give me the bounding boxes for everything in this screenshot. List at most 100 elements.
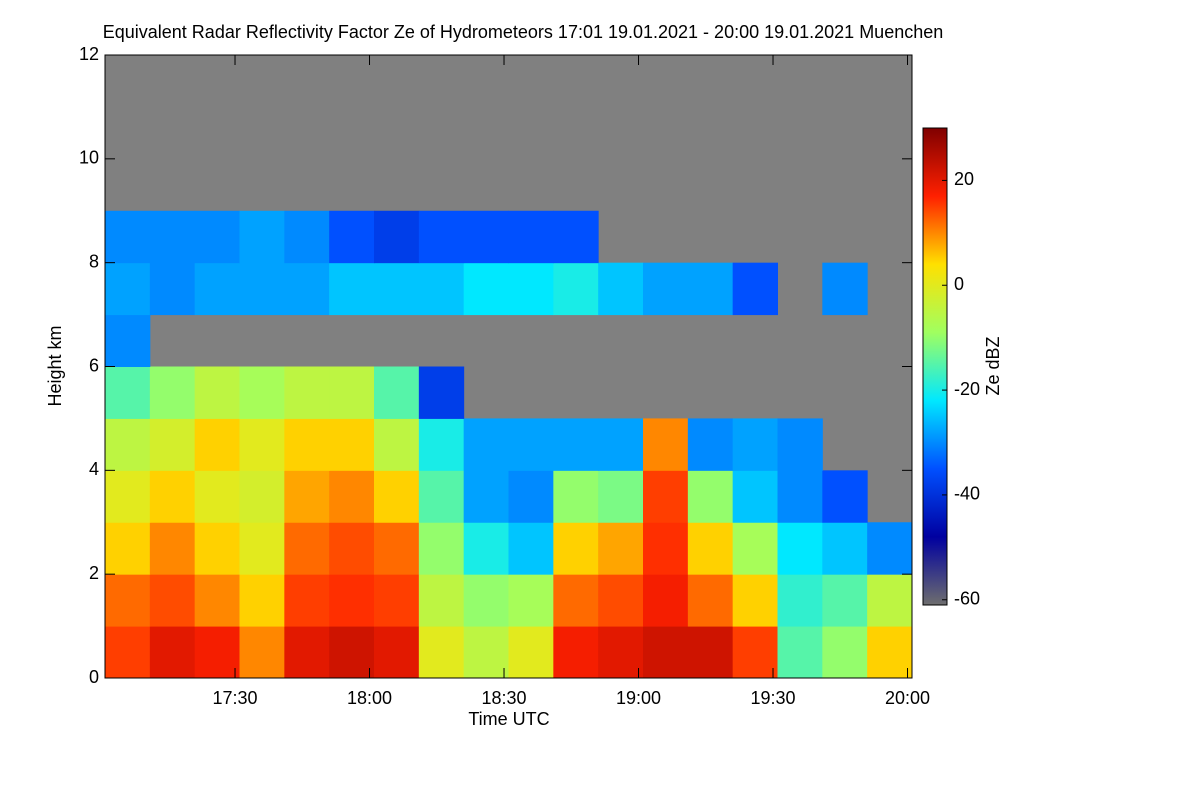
- heatmap-cell: [463, 574, 509, 627]
- colorbar: [922, 127, 948, 606]
- heatmap-cell: [105, 470, 151, 523]
- heatmap-cell: [687, 262, 734, 316]
- chart-title: Equivalent Radar Reflectivity Factor Ze …: [103, 22, 944, 42]
- heatmap-cell: [374, 418, 420, 471]
- heatmap-cell: [194, 626, 240, 679]
- heatmap-cell: [463, 210, 509, 264]
- heatmap-cell: [732, 262, 778, 316]
- heatmap-cell: [418, 574, 465, 627]
- y-tick-label: 6: [89, 355, 99, 375]
- heatmap-cell: [643, 574, 689, 627]
- heatmap-cell: [194, 470, 240, 523]
- heatmap-cell: [867, 574, 913, 627]
- heatmap-cell: [374, 470, 420, 523]
- heatmap-cell: [329, 470, 375, 523]
- heatmap-cell: [463, 262, 509, 316]
- heatmap-cell: [105, 366, 151, 419]
- heatmap-cell: [508, 418, 554, 471]
- x-tick-label: 17:30: [212, 688, 257, 708]
- y-axis-label: Height km: [45, 325, 65, 406]
- heatmap-cell: [732, 626, 778, 679]
- colorbar-tick-label: -60: [954, 589, 980, 609]
- y-tick-label: 10: [79, 148, 99, 168]
- heatmap-cell: [374, 626, 420, 679]
- heatmap-cell: [329, 626, 375, 679]
- heatmap-cell: [329, 522, 375, 575]
- heatmap-cell: [598, 626, 644, 679]
- heatmap-cell: [329, 262, 375, 316]
- y-tick-label: 4: [89, 459, 99, 479]
- y-tick-label: 0: [89, 667, 99, 687]
- heatmap-cell: [418, 418, 465, 471]
- heatmap-cell: [553, 210, 599, 264]
- heatmap-cell: [777, 626, 823, 679]
- heatmap-cell: [194, 262, 240, 316]
- heatmap-cell: [643, 262, 689, 316]
- colorbar-tick-label: 20: [954, 169, 974, 189]
- heatmap-cell: [553, 418, 599, 471]
- heatmap-cell: [149, 418, 196, 471]
- heatmap-cell: [553, 522, 599, 575]
- y-tick-label: 12: [79, 44, 99, 64]
- heatmap-cell: [732, 522, 778, 575]
- heatmap-cell: [822, 626, 868, 679]
- heatmap-cell: [598, 574, 644, 627]
- colorbar-tick-label: 0: [954, 274, 964, 294]
- heatmap-cell: [194, 522, 240, 575]
- heatmap-cell: [553, 262, 599, 316]
- heatmap-cell: [418, 366, 465, 419]
- heatmap-cell: [553, 574, 599, 627]
- heatmap-cell: [284, 418, 330, 471]
- heatmap-cell: [239, 366, 285, 419]
- heatmap-cell: [508, 470, 554, 523]
- heatmap-cell: [239, 210, 285, 264]
- heatmap-cell: [687, 574, 734, 627]
- heatmap-cell: [508, 522, 554, 575]
- heatmap-cell: [239, 626, 285, 679]
- colorbar-tick-label: -20: [954, 379, 980, 399]
- heatmap-cell: [284, 626, 330, 679]
- colorbar-label: Ze dBZ: [983, 336, 1003, 395]
- heatmap-cell: [329, 210, 375, 264]
- heatmap-cell: [284, 522, 330, 575]
- heatmap-cell: [463, 470, 509, 523]
- heatmap-cell: [418, 522, 465, 575]
- heatmap-cell: [374, 522, 420, 575]
- heatmap-cell: [329, 366, 375, 419]
- heatmap-cell: [149, 574, 196, 627]
- heatmap-cell: [687, 470, 734, 523]
- heatmap-cell: [643, 626, 689, 679]
- heatmap-cell: [284, 366, 330, 419]
- heatmap-cell: [149, 366, 196, 419]
- heatmap-cell: [194, 574, 240, 627]
- heatmap-cell: [822, 522, 868, 575]
- heatmap-cell: [553, 626, 599, 679]
- heatmap-cell: [553, 470, 599, 523]
- heatmap-cell: [284, 574, 330, 627]
- heatmap-cell: [418, 210, 465, 264]
- heatmap-cell: [194, 418, 240, 471]
- heatmap-cell: [374, 366, 420, 419]
- heatmap-cell: [463, 626, 509, 679]
- heatmap-cell: [284, 210, 330, 264]
- heatmap-cell: [105, 418, 151, 471]
- heatmap-cell: [149, 262, 196, 316]
- x-tick-label: 18:30: [481, 688, 526, 708]
- x-tick-label: 18:00: [347, 688, 392, 708]
- heatmap-cell: [149, 470, 196, 523]
- heatmap-cell: [418, 470, 465, 523]
- heatmap-cell: [374, 210, 420, 264]
- heatmap-cell: [374, 262, 420, 316]
- heatmap-cell: [867, 522, 913, 575]
- heatmap-cell: [867, 626, 913, 679]
- heatmap-cell: [418, 626, 465, 679]
- y-tick-label: 8: [89, 251, 99, 271]
- heatmap-cell: [687, 522, 734, 575]
- heatmap-cell: [822, 574, 868, 627]
- heatmap-cell: [329, 418, 375, 471]
- heatmap-cell: [777, 574, 823, 627]
- heatmap-cell: [598, 262, 644, 316]
- heatmap-cell: [329, 574, 375, 627]
